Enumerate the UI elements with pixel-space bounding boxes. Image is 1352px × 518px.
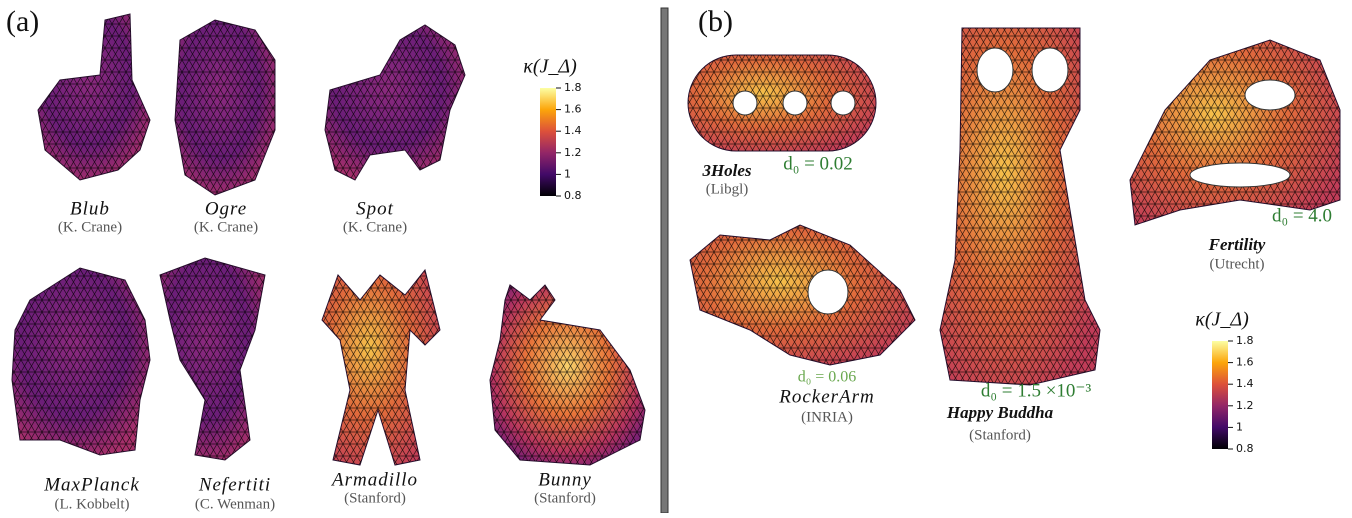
colorbar-tick-label: 1.2 [1236,399,1254,412]
model-source: (L. Kobbelt) [55,496,130,512]
colorbar [540,88,556,196]
model-name: RockerArm [778,386,875,407]
colorbar-tick-label: 1.8 [1236,334,1254,347]
model-source: (Stanford) [534,490,596,506]
model-source: (Stanford) [969,427,1031,443]
panel-label: (a) [6,5,39,38]
colorbar-tick-label: 1.6 [564,103,582,116]
mesh-maxplanck [12,268,150,455]
d0-label: d₀ = 0.06 [798,369,857,386]
d0-label: d₀ = 0.02 [783,153,853,174]
colorbar-tick-label: 1.2 [564,146,582,159]
model-name: MaxPlanck [43,474,140,495]
colorbar-tick-label: 1.6 [1236,356,1254,369]
model-source: (K. Crane) [58,219,122,235]
mesh-happy-buddha [940,28,1100,385]
model-name: Bunny [538,469,592,490]
model-name: Fertility [1208,235,1266,254]
mesh-armadillo [322,270,440,465]
colorbar-tick-label: 0.8 [1236,442,1254,455]
model-name: Nefertiti [198,474,271,495]
colorbar [1212,341,1228,449]
colorbar-label: κ(J_Δ) [1195,309,1249,331]
model-name: Spot [356,198,394,219]
mesh-blub [38,14,150,180]
divider [661,8,668,513]
mesh-spot [325,25,465,180]
model-source: (Stanford) [344,490,406,506]
model-name: 3Holes [701,161,751,180]
colorbar-tick-label: 1 [564,167,571,180]
d0-label: d₀ = 1.5 ×10⁻³ [981,380,1092,401]
model-source: (Utrecht) [1210,256,1265,272]
colorbar-tick-label: 0.8 [564,189,582,202]
model-name: Blub [70,198,110,219]
colorbar-tick-label: 1.4 [564,124,582,137]
model-source: (INRIA) [801,409,853,425]
model-source: (C. Wenman) [195,496,275,512]
colorbar-tick-label: 1 [1236,420,1243,433]
mesh-ogre [175,20,275,195]
panel-label: (b) [698,5,733,38]
mesh-fertility [1130,40,1340,225]
colorbar-label: κ(J_Δ) [523,56,577,78]
mesh-bunny [490,285,645,465]
model-source: (Libgl) [706,181,749,197]
colorbar-tick-label: 1.8 [564,81,582,94]
d0-label: d₀ = 4.0 [1272,205,1332,226]
model-name: Happy Buddha [946,403,1054,422]
colorbar-tick-label: 1.4 [1236,377,1254,390]
model-name: Ogre [205,198,247,219]
mesh-rockerarm [690,225,915,365]
model-source: (K. Crane) [343,219,407,235]
model-name: Armadillo [330,469,418,490]
mesh-3holes [688,55,876,151]
figure: (a) (b) Blub (K. Crane) Ogre (K. Crane) … [0,0,1352,513]
mesh-nefertiti [160,258,265,460]
model-source: (K. Crane) [194,219,258,235]
